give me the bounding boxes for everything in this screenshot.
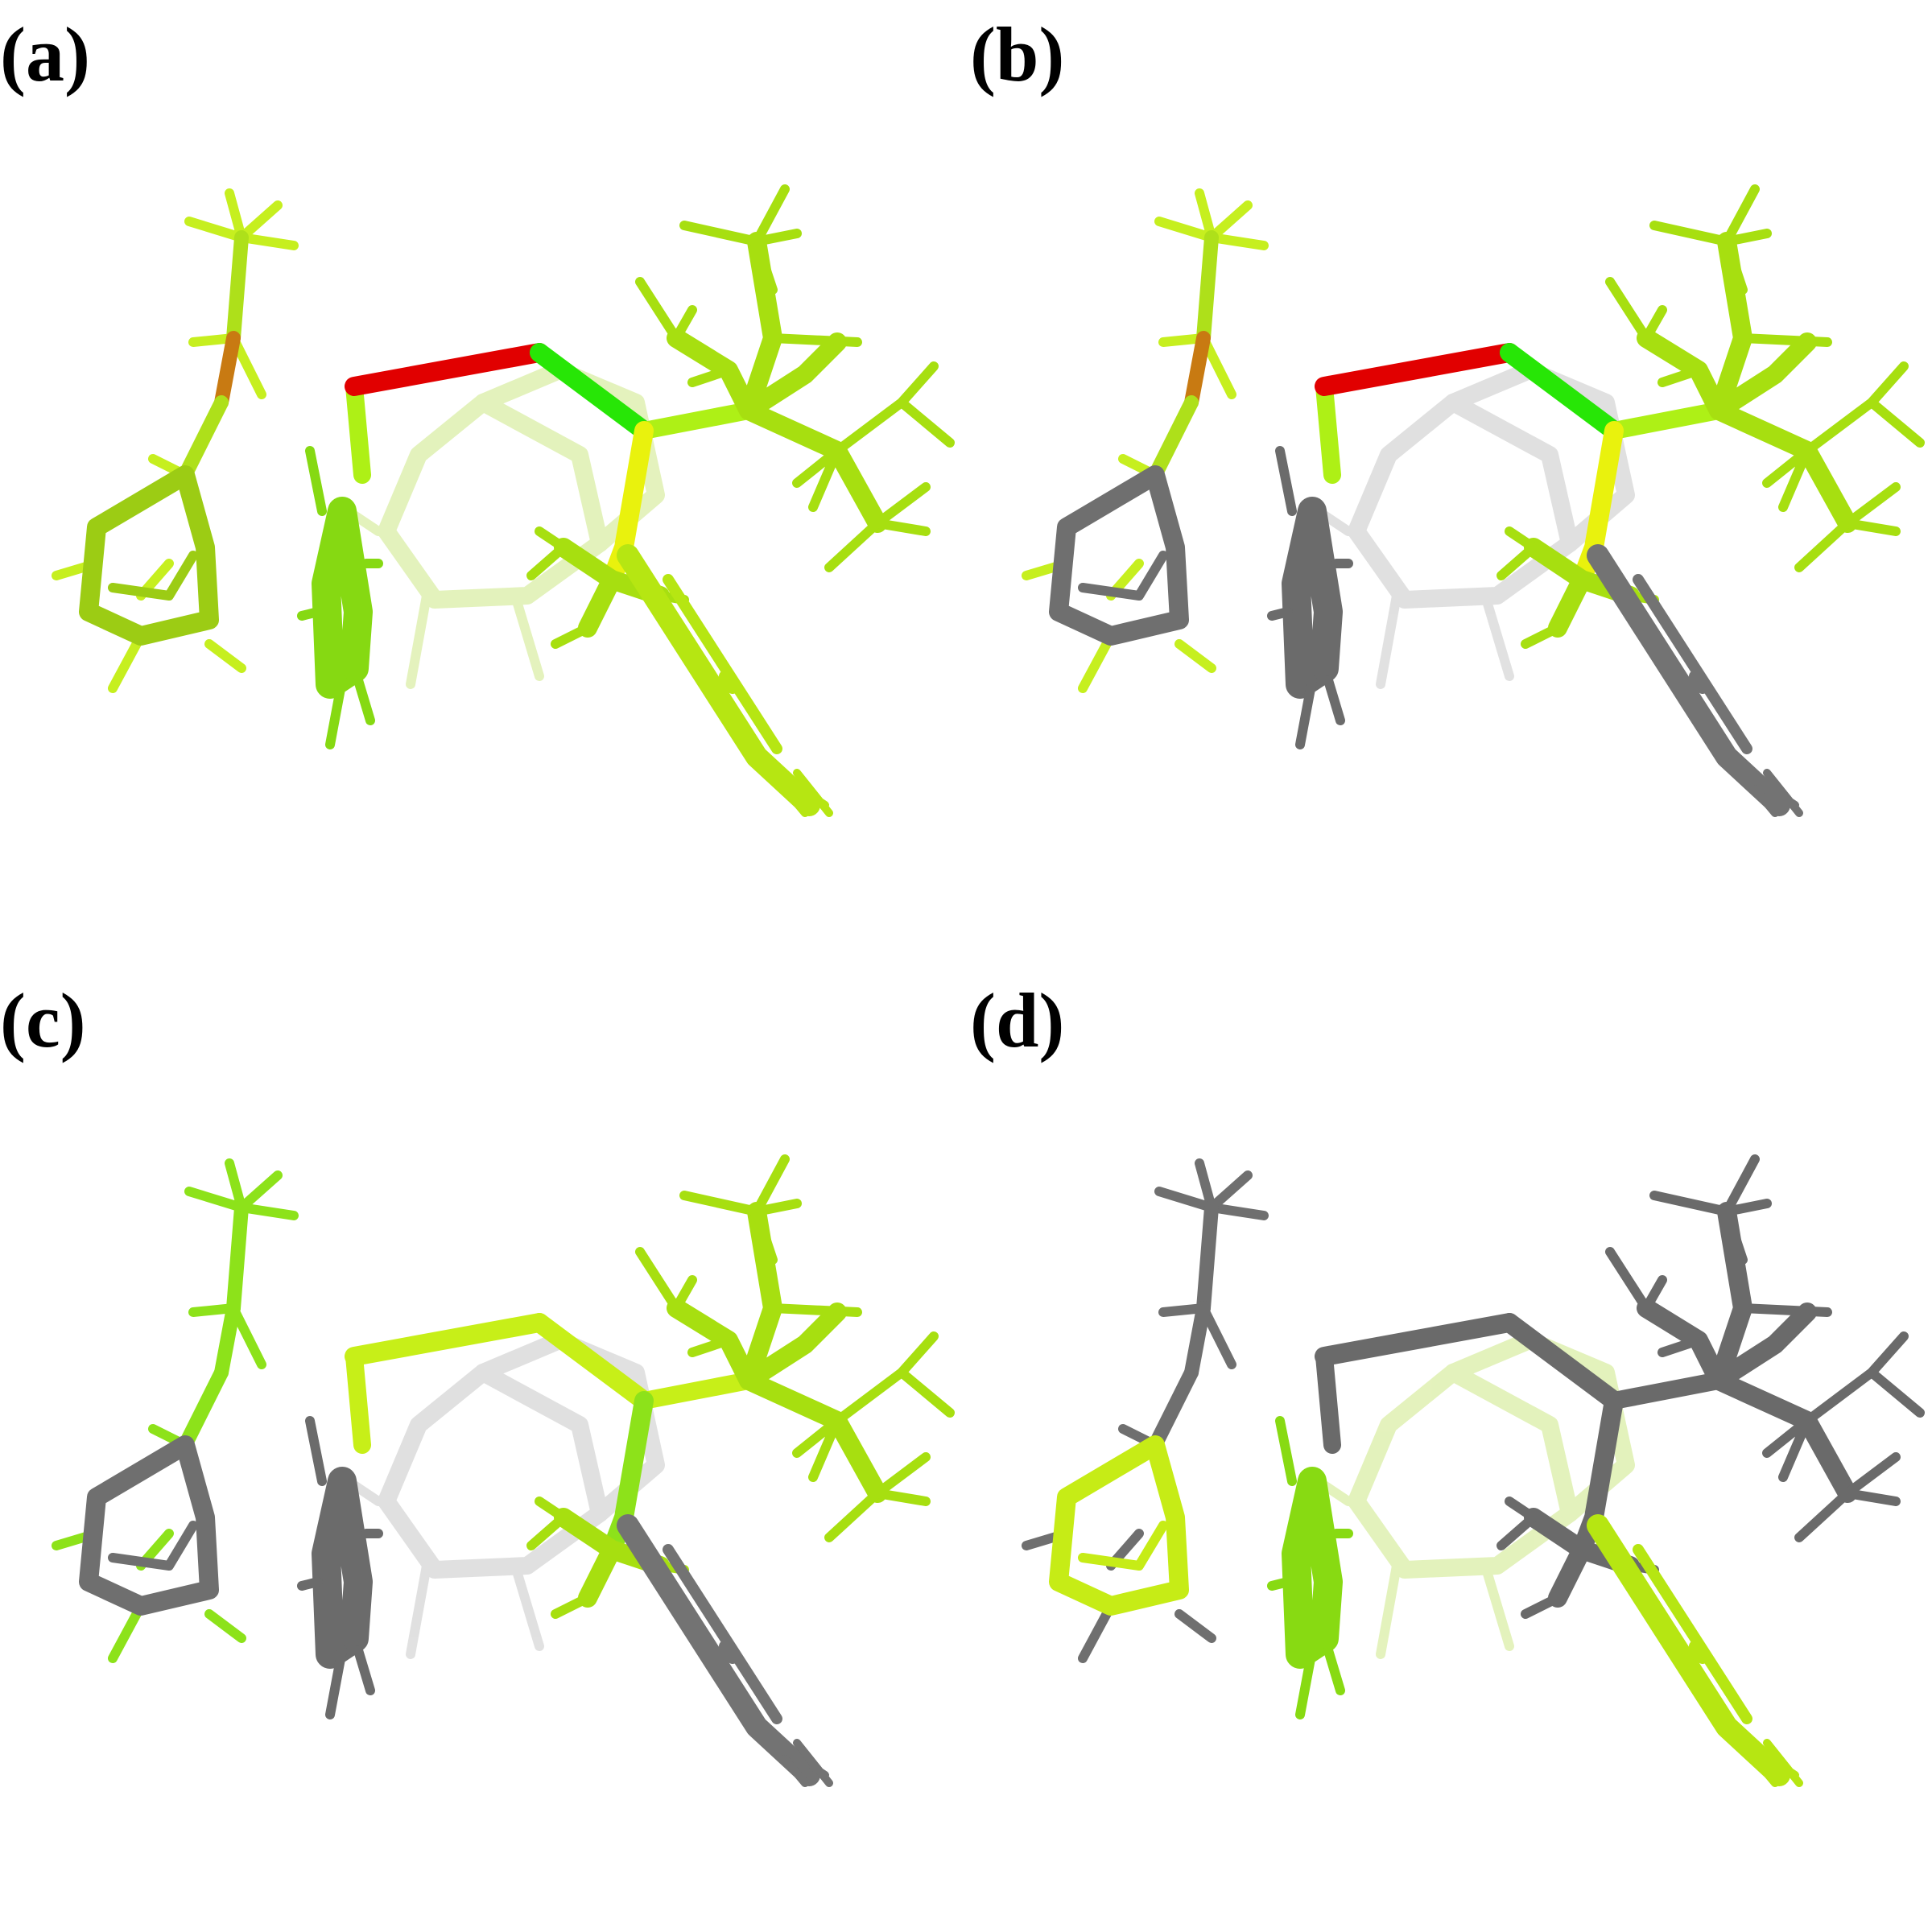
panel-label-a: (a)	[0, 11, 90, 97]
molecule-panel-d	[1022, 1154, 1925, 1787]
molecule-structure	[52, 184, 955, 817]
molecule-panel-b	[1022, 184, 1925, 817]
molecule-panel-a	[52, 184, 955, 817]
panel-label-b: (b)	[970, 11, 1064, 97]
panel-label-c: (c)	[0, 977, 86, 1063]
molecule-structure	[1022, 184, 1925, 817]
panel-label-d: (d)	[970, 977, 1064, 1063]
molecule-panel-c	[52, 1154, 955, 1787]
molecule-structure	[1022, 1154, 1925, 1787]
molecule-structure	[52, 1154, 955, 1787]
